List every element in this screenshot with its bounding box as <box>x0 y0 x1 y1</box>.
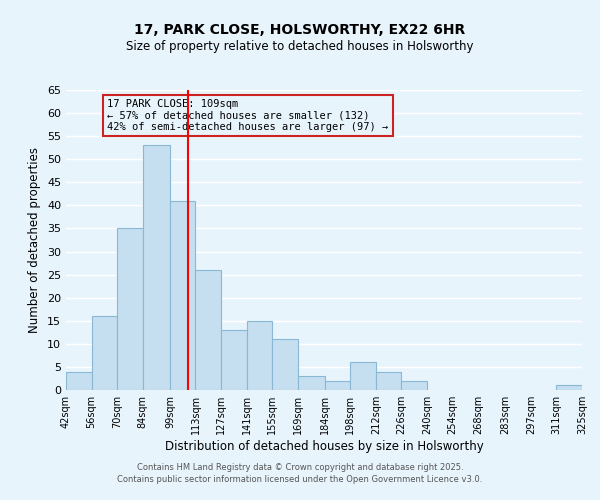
Bar <box>66 372 92 390</box>
Text: Contains public sector information licensed under the Open Government Licence v3: Contains public sector information licen… <box>118 475 482 484</box>
Bar <box>247 321 272 390</box>
Text: 17 PARK CLOSE: 109sqm
← 57% of detached houses are smaller (132)
42% of semi-det: 17 PARK CLOSE: 109sqm ← 57% of detached … <box>107 99 389 132</box>
Bar <box>221 330 247 390</box>
Text: Contains HM Land Registry data © Crown copyright and database right 2025.: Contains HM Land Registry data © Crown c… <box>137 462 463 471</box>
Bar <box>143 146 170 390</box>
Text: 17, PARK CLOSE, HOLSWORTHY, EX22 6HR: 17, PARK CLOSE, HOLSWORTHY, EX22 6HR <box>134 22 466 36</box>
Bar <box>401 381 427 390</box>
Bar <box>350 362 376 390</box>
Bar <box>325 381 350 390</box>
X-axis label: Distribution of detached houses by size in Holsworthy: Distribution of detached houses by size … <box>164 440 484 453</box>
Bar <box>170 201 196 390</box>
Bar <box>92 316 117 390</box>
Bar <box>196 270 221 390</box>
Y-axis label: Number of detached properties: Number of detached properties <box>28 147 41 333</box>
Bar <box>117 228 143 390</box>
Text: Size of property relative to detached houses in Holsworthy: Size of property relative to detached ho… <box>126 40 474 53</box>
Bar <box>298 376 325 390</box>
Bar <box>376 372 401 390</box>
Bar <box>272 339 298 390</box>
Bar <box>556 386 582 390</box>
